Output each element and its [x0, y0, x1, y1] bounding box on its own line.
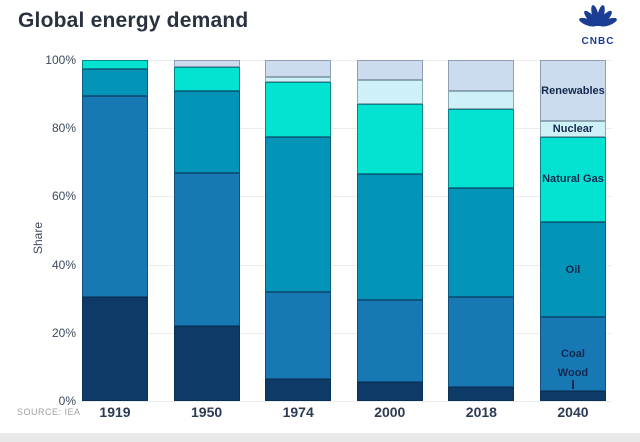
gridline	[82, 196, 612, 198]
segment-wood-1950	[173, 325, 240, 401]
segment-natural-gas-1950	[173, 66, 240, 91]
segment-oil-1919	[82, 68, 148, 96]
x-tick-label: 1974	[282, 404, 314, 420]
gridline	[82, 128, 612, 130]
x-tick-label: 2040	[557, 404, 589, 420]
y-tick-label: 100%	[45, 53, 76, 67]
segment-nuclear-2018	[448, 90, 515, 110]
segment-nuclear-1974	[265, 77, 332, 83]
segment-coal-1974	[265, 291, 332, 379]
segment-wood-2040	[539, 390, 606, 401]
y-tick-label: 60%	[51, 189, 76, 204]
segment-natural-gas-1919	[82, 60, 148, 69]
segment-coal-1950	[173, 172, 240, 326]
wood-leader-tick	[571, 379, 574, 389]
gridline	[82, 60, 612, 61]
segment-natural-gas-1974	[265, 82, 332, 137]
legend-label-renewables: Renewables	[541, 84, 605, 97]
segment-oil-2000	[356, 174, 423, 301]
segment-natural-gas-2018	[448, 109, 515, 188]
legend-label-nuclear: Nuclear	[552, 123, 594, 136]
segment-natural-gas-2040	[539, 136, 606, 222]
segment-wood-1919	[82, 297, 148, 401]
cnbc-logo: CNBC	[576, 5, 620, 47]
gridline	[82, 332, 612, 334]
cnbc-peacock-icon	[579, 5, 617, 27]
x-tick-label: 1950	[191, 404, 223, 420]
y-axis-labels: 100% 80% 60% 40% 20% 0%	[0, 53, 76, 408]
bar-1919	[82, 60, 148, 401]
cnbc-logo-text: CNBC	[581, 36, 615, 47]
gridline	[82, 264, 612, 266]
bar-2000	[356, 60, 423, 401]
segment-oil-2018	[448, 187, 515, 297]
segment-renewables-1950	[173, 60, 240, 67]
legend-label-oil: Oil	[565, 263, 581, 276]
y-tick-label: 40%	[51, 257, 76, 272]
segment-oil-1950	[173, 90, 240, 173]
y-tick-label: 20%	[51, 325, 76, 340]
y-tick-label: 0%	[58, 394, 76, 408]
legend-label-wood: Wood	[557, 366, 589, 379]
legend-label-natural-gas: Natural Gas	[542, 173, 604, 186]
y-tick-label: 80%	[51, 121, 76, 136]
segment-oil-2040	[539, 222, 606, 318]
segment-oil-1974	[265, 136, 332, 292]
segment-coal-2000	[356, 300, 423, 383]
bar-group: Wood Coal Oil Natural Gas Nuclear Renewables	[82, 60, 606, 401]
segment-coal-1919	[82, 95, 148, 297]
segment-coal-2018	[448, 297, 515, 388]
bar-2018	[448, 60, 515, 401]
footer-strip	[0, 433, 640, 442]
segment-natural-gas-2000	[356, 104, 423, 175]
segment-coal-2040	[539, 317, 606, 391]
page-title: Global energy demand	[18, 9, 249, 32]
segment-nuclear-2000	[356, 80, 423, 105]
segment-nuclear-2040	[539, 121, 606, 137]
x-tick-label: 1919	[99, 404, 131, 420]
segment-renewables-2000	[356, 60, 423, 81]
legend-label-coal: Coal	[561, 348, 585, 361]
x-tick-label: 2000	[374, 404, 406, 420]
segment-renewables-1974	[265, 60, 332, 78]
segment-renewables-2018	[448, 60, 515, 91]
segment-renewables-2040	[539, 60, 606, 122]
segment-wood-2000	[356, 382, 423, 401]
bar-1950	[173, 60, 240, 401]
bar-2040: Wood Coal Oil Natural Gas Nuclear Renewables	[539, 60, 606, 401]
bar-1974	[265, 60, 332, 401]
source-note: SOURCE: IEA	[17, 407, 81, 417]
gridline	[82, 401, 612, 402]
segment-wood-1974	[265, 378, 332, 401]
segment-wood-2018	[448, 387, 515, 401]
plot-area: Wood Coal Oil Natural Gas Nuclear Renewables	[82, 60, 612, 402]
x-tick-label: 2018	[465, 404, 497, 420]
x-axis-labels: 1919 1950 1974 2000 2018 2040	[82, 404, 606, 420]
